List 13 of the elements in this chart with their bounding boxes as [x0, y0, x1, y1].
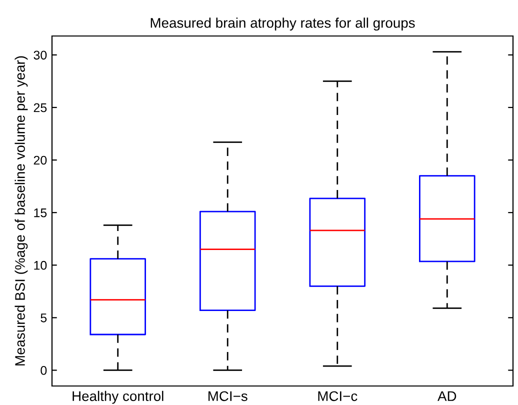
y-tick-label: 25	[34, 103, 47, 112]
x-tick-label: MCI−c	[318, 391, 358, 402]
y-tick-label: 10	[34, 260, 47, 270]
x-tick-label: MCI−s	[208, 391, 248, 402]
y-tick-label: 15	[34, 208, 47, 218]
y-tick-label: 30	[34, 50, 47, 60]
x-tick-label: Healthy control	[72, 390, 164, 404]
x-tick-label: AD	[438, 391, 456, 401]
y-tick-label: 20	[34, 156, 47, 165]
y-axis-title: Measured BSI (%age of baseline volume per year)	[14, 56, 28, 366]
chart-title: Measured brain atrophy rates for all groups	[150, 18, 415, 31]
y-tick-label: 0	[40, 366, 47, 375]
y-tick-label: 5	[40, 314, 47, 322]
